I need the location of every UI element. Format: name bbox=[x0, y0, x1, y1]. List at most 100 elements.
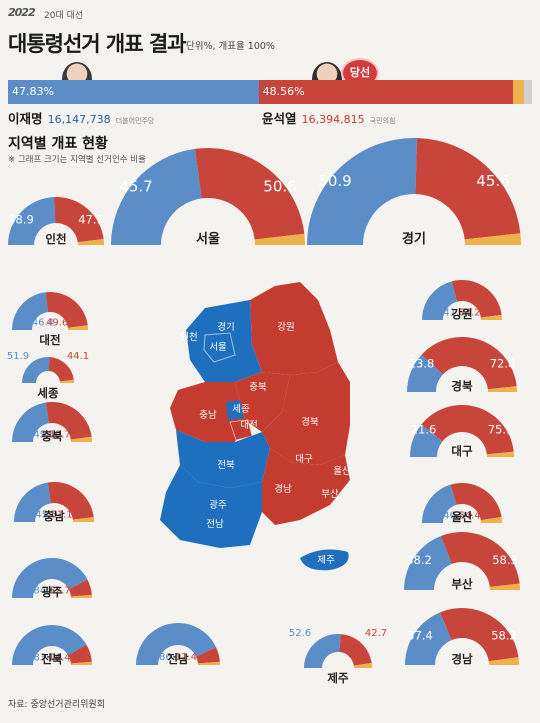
lee-value: 21.6 bbox=[411, 423, 437, 437]
lee-value: 41.7 bbox=[443, 307, 465, 318]
lee-share-bar bbox=[8, 80, 259, 104]
others-arc bbox=[480, 516, 502, 523]
lee-arc bbox=[422, 281, 458, 320]
others-arc bbox=[70, 661, 92, 665]
national-result-bar: 47.83% 48.56% bbox=[8, 80, 532, 104]
lee-value: 45.1 bbox=[33, 429, 55, 440]
gauge-경기: 50.9 45.6 경기 bbox=[307, 137, 521, 247]
yoon-percent: 48.56% bbox=[262, 85, 305, 98]
map-label: 강원 bbox=[277, 322, 294, 333]
edition-logo: 2022 bbox=[8, 6, 36, 19]
yoon-value: 47.1 bbox=[78, 212, 104, 226]
others-arc bbox=[77, 238, 104, 245]
region-name: 서울 bbox=[196, 231, 220, 247]
map-gyeongnam bbox=[262, 448, 350, 525]
map-label: 전북 bbox=[217, 460, 235, 471]
yoon-arc bbox=[339, 634, 372, 666]
yoon-value: 50.6 bbox=[263, 178, 296, 196]
yoon-arc bbox=[47, 482, 94, 520]
map-chungbuk bbox=[235, 372, 290, 432]
edition-tag: 20대 대선 bbox=[44, 11, 84, 21]
others-arc bbox=[67, 325, 88, 330]
lee-summary: 이재명 16,147,738 더불어민주당 bbox=[8, 108, 154, 127]
region-name: 세종 bbox=[37, 386, 59, 400]
region-name: 대전 bbox=[39, 333, 60, 347]
lee-arc bbox=[8, 197, 56, 245]
gauge-강원: 41.754.2강원 bbox=[422, 280, 502, 321]
map-label: 충북 bbox=[249, 382, 267, 393]
yoon-value: 51.1 bbox=[50, 509, 72, 520]
lee-party: 더불어민주당 bbox=[115, 117, 155, 125]
map-seoul bbox=[203, 332, 236, 363]
gauge-충남: 45.051.1충남 bbox=[14, 482, 94, 523]
yoon-arc bbox=[68, 644, 92, 664]
yoon-value: 44.1 bbox=[67, 351, 89, 362]
map-label: 경기 bbox=[217, 321, 234, 333]
yoon-arc bbox=[45, 402, 92, 440]
yoon-value: 49.6 bbox=[46, 318, 68, 329]
yoon-name: 윤석열 bbox=[262, 111, 297, 126]
gauge-세종: 51.9 44.1 세종 bbox=[7, 351, 89, 400]
map-jeju bbox=[300, 549, 349, 571]
gauge-경남: 37.4 58.2 경남 bbox=[405, 608, 519, 666]
lee-value: 86.1 bbox=[159, 652, 181, 663]
map-label: 제주 bbox=[317, 555, 335, 566]
lee-arc bbox=[14, 482, 52, 522]
gauge-제주: 52.6 42.7 제주 bbox=[289, 628, 387, 685]
gauge-charts: 48.9 47.1 인천 45.7 50.6 서울 50.9 45.6 경기 46.449.6 대전… bbox=[7, 137, 521, 685]
lee-value: 40.8 bbox=[443, 510, 465, 521]
lee-arc bbox=[405, 612, 452, 665]
others-arc bbox=[70, 436, 92, 442]
gauge-경북: 23.8 72.8 경북 bbox=[406, 337, 517, 393]
page-title: 대통령선거 개표 결과 bbox=[8, 32, 187, 56]
others-arc bbox=[464, 233, 521, 245]
lee-arc bbox=[404, 535, 452, 590]
gauge-광주: 84.812.7광주 bbox=[12, 558, 92, 599]
lee-value: 51.9 bbox=[7, 351, 29, 362]
map-label: 서울 bbox=[209, 342, 227, 353]
map-jeonnam-gwangju bbox=[160, 465, 262, 548]
region-name: 대구 bbox=[451, 444, 473, 458]
others-arc bbox=[72, 517, 94, 522]
size-note: ※ 그래프 크기는 지역별 선거인수 비율 bbox=[8, 155, 146, 165]
map-label: 대구 bbox=[295, 454, 313, 465]
yoon-value: 42.7 bbox=[365, 628, 387, 639]
gauge-인천: 48.9 47.1 인천 bbox=[8, 197, 104, 246]
map-label: 세종 bbox=[232, 404, 250, 415]
gauge-대전: 46.449.6 대전 bbox=[11, 291, 88, 347]
invalid-share-bar bbox=[523, 80, 532, 104]
region-name: 경기 bbox=[402, 231, 426, 247]
lee-value: 52.6 bbox=[289, 628, 311, 639]
yoon-arc bbox=[54, 197, 104, 243]
others-arc bbox=[70, 594, 92, 598]
map-chungnam bbox=[170, 382, 245, 442]
map-label: 인천 bbox=[180, 332, 197, 343]
map-sejong bbox=[226, 400, 244, 420]
others-arc bbox=[487, 386, 517, 392]
lee-arc bbox=[12, 558, 88, 599]
lee-percent: 47.83% bbox=[12, 85, 54, 98]
region-name: 충북 bbox=[41, 429, 63, 443]
lee-arc bbox=[12, 625, 87, 665]
yoon-value: 58.2 bbox=[491, 628, 517, 642]
map-gangwon bbox=[250, 282, 338, 375]
yoon-value: 54.2 bbox=[458, 307, 480, 318]
region-name: 전남 bbox=[167, 652, 189, 666]
lee-arc bbox=[136, 623, 217, 665]
others-arc bbox=[353, 662, 372, 668]
map-label: 부산 bbox=[321, 489, 339, 500]
lee-arc bbox=[307, 137, 418, 245]
map-gyeongbuk bbox=[262, 362, 350, 465]
others-arc bbox=[254, 233, 305, 245]
map-label: 경북 bbox=[301, 416, 319, 428]
unit-note: 단위%, 개표율 100% bbox=[186, 41, 275, 52]
yoon-value: 14.4 bbox=[48, 652, 70, 663]
yoon-party: 국민의힘 bbox=[369, 117, 396, 125]
lee-value: 45.0 bbox=[35, 509, 57, 520]
yoon-arc bbox=[48, 357, 74, 382]
lee-value: 48.9 bbox=[8, 212, 34, 226]
others-arc bbox=[59, 379, 74, 383]
region-name: 부산 bbox=[451, 577, 473, 591]
yoon-share-bar bbox=[258, 80, 514, 104]
